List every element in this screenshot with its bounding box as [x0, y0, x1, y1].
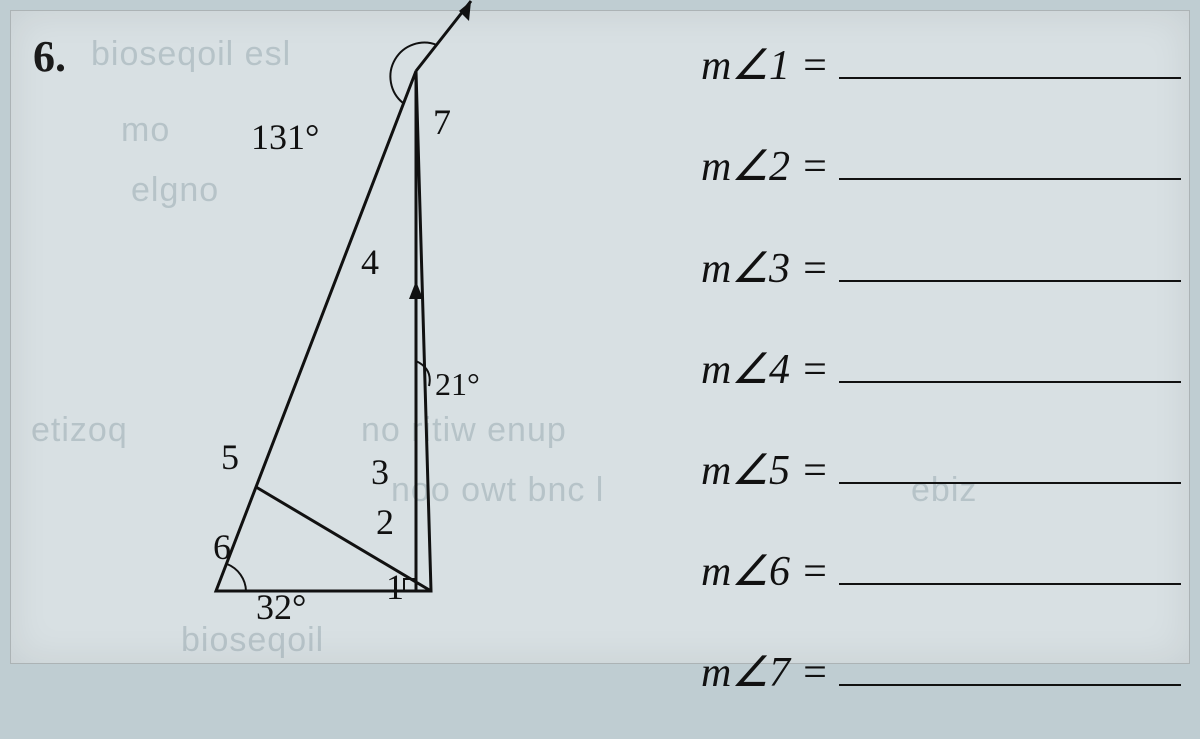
angle-label-4: 4 — [361, 241, 379, 283]
angle-label-5: 5 — [221, 436, 239, 478]
angle-label-131: 131° — [251, 116, 319, 158]
ghost-text: mo — [121, 111, 170, 150]
question-number: 6. — [33, 31, 66, 82]
answer-blank[interactable] — [839, 132, 1181, 180]
answer-row-1: m∠1 = — [701, 31, 1181, 90]
hidden — [272, 445, 431, 591]
answer-blank[interactable] — [839, 335, 1181, 383]
answer-label: m∠5 = — [701, 445, 829, 495]
angle-label-21: 21° — [435, 366, 480, 403]
angle-arc-21 — [416, 361, 430, 386]
answer-row-3: m∠3 = — [701, 233, 1181, 292]
angle-label-3: 3 — [371, 451, 389, 493]
angle-label-1: 1 — [386, 566, 404, 608]
main-triangle — [216, 71, 431, 591]
answer-row-5: m∠5 = — [701, 436, 1181, 495]
answer-row-6: m∠6 = — [701, 537, 1181, 596]
answer-label: m∠6 = — [701, 546, 829, 596]
angle-label-2: 2 — [376, 501, 394, 543]
answer-blank[interactable] — [839, 537, 1181, 585]
ghost-text: etizoq — [31, 411, 128, 450]
answer-blank[interactable] — [839, 638, 1181, 686]
answer-column: m∠1 = m∠2 = m∠3 = m∠4 = m∠5 = m∠6 = m∠7 … — [701, 31, 1181, 739]
triangle-figure: 131° 7 4 21° 5 3 2 6 1 32° — [171, 31, 511, 651]
answer-row-7: m∠7 = — [701, 638, 1181, 697]
answer-blank[interactable] — [839, 233, 1181, 281]
angle-arc-32 — [227, 564, 246, 591]
answer-label: m∠4 = — [701, 344, 829, 394]
answer-label: m∠1 = — [701, 40, 829, 90]
answer-label: m∠2 = — [701, 141, 829, 191]
arrowhead-icon — [459, 1, 471, 21]
answer-row-4: m∠4 = — [701, 335, 1181, 394]
answer-blank[interactable] — [839, 31, 1181, 79]
angle-label-6: 6 — [213, 526, 231, 568]
answer-blank[interactable] — [839, 436, 1181, 484]
worksheet-page: 6. bioseqoil esl mo elgno etizoq no riti… — [10, 10, 1190, 664]
cevian — [256, 487, 431, 591]
answer-label: m∠7 = — [701, 647, 829, 697]
answer-label: m∠3 = — [701, 243, 829, 293]
answer-row-2: m∠2 = — [701, 132, 1181, 191]
vertex-label-7: 7 — [433, 101, 451, 143]
angle-label-32: 32° — [256, 586, 306, 628]
